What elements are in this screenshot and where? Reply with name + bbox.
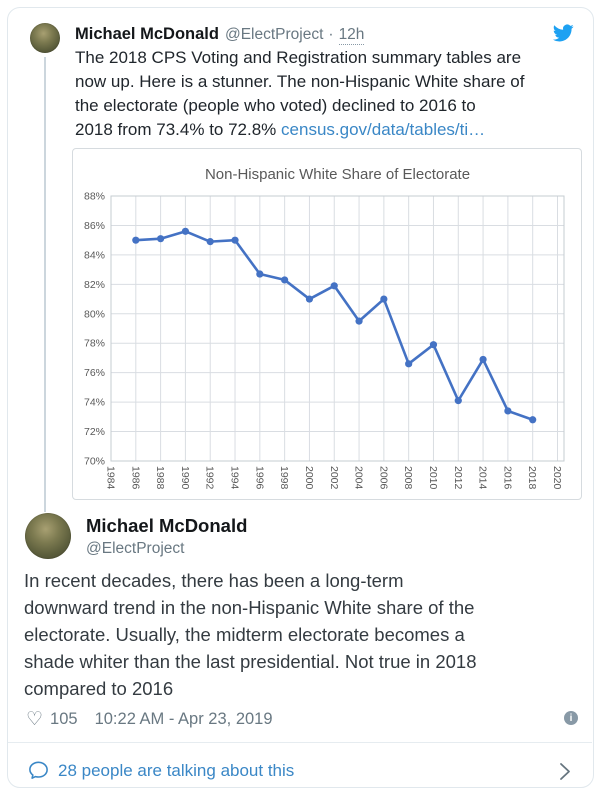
svg-text:1984: 1984 <box>105 466 117 490</box>
tweet-time-link[interactable]: 12h <box>338 26 365 45</box>
svg-text:1992: 1992 <box>204 466 216 490</box>
svg-text:2002: 2002 <box>328 466 340 490</box>
tweet-text-line: downward trend in the non-Hispanic White… <box>24 597 475 618</box>
author-name[interactable]: Michael McDonald <box>75 25 219 43</box>
svg-text:86%: 86% <box>84 220 105 232</box>
svg-text:74%: 74% <box>84 397 105 409</box>
svg-text:1986: 1986 <box>129 466 141 490</box>
svg-text:1996: 1996 <box>253 466 265 490</box>
svg-text:2006: 2006 <box>377 466 389 490</box>
tweet-header: Michael McDonald @ElectProject · 12h <box>75 25 365 45</box>
tweet-text-line: now up. Here is a stunner. The non-Hispa… <box>75 72 525 91</box>
info-icon[interactable]: i <box>564 711 578 725</box>
svg-text:Non-Hispanic White Share of El: Non-Hispanic White Share of Electorate <box>205 166 470 183</box>
author-handle[interactable]: @ElectProject <box>86 540 185 557</box>
svg-text:2010: 2010 <box>427 466 439 490</box>
like-count[interactable]: 105 <box>50 710 78 728</box>
tweet-text-line: In recent decades, there has been a long… <box>24 570 404 591</box>
svg-text:82%: 82% <box>84 279 105 291</box>
electorate-share-chart: 70% 72% 74% 76% 78% 80% 82% 84% 86% 88% 1984 1986 19… <box>84 166 565 490</box>
svg-text:1994: 1994 <box>229 466 241 490</box>
svg-text:1990: 1990 <box>179 466 191 490</box>
divider <box>8 742 592 743</box>
chevron-right-icon[interactable] <box>559 762 571 781</box>
svg-text:2014: 2014 <box>477 466 489 490</box>
timestamp-link[interactable]: 10:22 AM - Apr 23, 2019 <box>94 710 273 728</box>
header-separator: · <box>328 26 334 43</box>
tweet-text-line: 2018 from 73.4% to 72.8% census.gov/data… <box>75 120 486 139</box>
svg-text:2012: 2012 <box>452 466 464 490</box>
author-name[interactable]: Michael McDonald <box>86 515 248 536</box>
svg-text:76%: 76% <box>84 367 105 379</box>
profile-block: Michael McDonald @ElectProject <box>86 515 247 558</box>
svg-text:2008: 2008 <box>402 466 414 490</box>
census-link[interactable]: census.gov/data/tables/ti… <box>281 120 486 139</box>
cta-text: 28 people are talking about this <box>58 760 295 780</box>
avatar[interactable] <box>25 513 71 559</box>
conversation-cta[interactable]: 28 people are talking about this <box>28 760 294 781</box>
chart-image[interactable]: 70% 72% 74% 76% 78% 80% 82% 84% 86% 88% 1984 1986 19… <box>72 148 582 500</box>
svg-text:78%: 78% <box>84 338 105 350</box>
author-handle[interactable]: @ElectProject <box>224 26 324 43</box>
tweet-body-text: In recent decades, there has been a long… <box>24 567 584 702</box>
svg-text:84%: 84% <box>84 249 105 261</box>
tweet-text-line: compared to 2016 <box>24 678 174 699</box>
reply-bubble-icon <box>29 761 48 779</box>
svg-text:80%: 80% <box>84 308 105 320</box>
svg-text:2000: 2000 <box>303 466 315 490</box>
tweet-text-line: electorate. Usually, the midterm elector… <box>24 624 465 645</box>
tweet-text-line: shade whiter than the last presidential.… <box>24 651 477 672</box>
twitter-bird-icon[interactable] <box>551 22 575 44</box>
thread-connector-line <box>44 57 46 512</box>
svg-text:72%: 72% <box>84 426 105 438</box>
svg-text:70%: 70% <box>84 456 105 468</box>
heart-icon[interactable]: ♡ <box>26 708 44 730</box>
svg-text:2004: 2004 <box>353 466 365 490</box>
tweet-text-line: the electorate (people who voted) declin… <box>75 96 476 115</box>
svg-text:2018: 2018 <box>526 466 538 490</box>
tweet-text-line: The 2018 CPS Voting and Registration sum… <box>75 48 522 67</box>
tweet-meta-row: ♡ 105 10:22 AM - Apr 23, 2019 <box>26 710 273 729</box>
svg-text:88%: 88% <box>84 191 105 203</box>
avatar[interactable] <box>30 23 60 53</box>
tweet-text: The 2018 CPS Voting and Registration sum… <box>75 46 585 142</box>
svg-text:2016: 2016 <box>501 466 513 490</box>
svg-text:1998: 1998 <box>278 466 290 490</box>
svg-text:2020: 2020 <box>551 466 563 490</box>
svg-text:1988: 1988 <box>154 466 166 490</box>
